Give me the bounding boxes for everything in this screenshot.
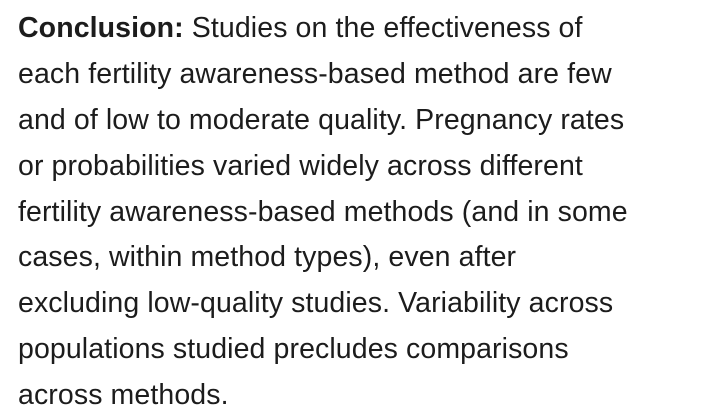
text-line-3: and of low to moderate quality. Pregnanc… <box>18 103 625 136</box>
text-line-4: or probabilities varied widely across di… <box>18 149 583 182</box>
text-line-6: cases, within method types), even after <box>18 241 517 274</box>
text-line-8: populations studied precludes comparison… <box>18 333 569 366</box>
text-line-9: across methods. <box>18 379 229 412</box>
conclusion-paragraph: Conclusion: Studies on the effectiveness… <box>18 6 698 419</box>
text-line-1: Conclusion: Studies on the effectiveness… <box>18 6 698 52</box>
text-line-1-body: Studies on the effectiveness of <box>183 12 583 44</box>
conclusion-heading: Conclusion: <box>18 12 184 44</box>
text-line-7: excluding low-quality studies. Variabili… <box>18 287 614 320</box>
text-line-5: fertility awareness-based methods (and i… <box>18 195 628 228</box>
text-line-2: each fertility awareness-based method ar… <box>18 57 612 90</box>
